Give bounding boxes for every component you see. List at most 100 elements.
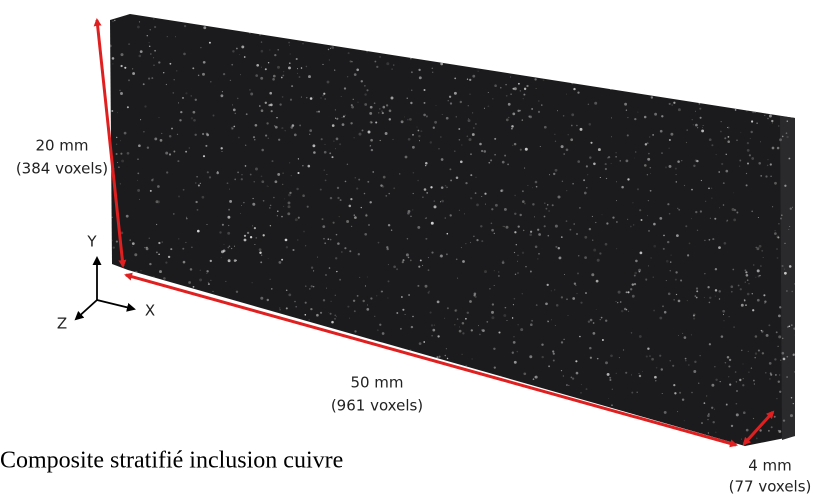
speckle bbox=[480, 382, 482, 384]
speckle bbox=[231, 64, 233, 66]
speckle bbox=[351, 106, 354, 109]
speckle bbox=[777, 346, 778, 347]
speckle bbox=[577, 293, 578, 294]
speckle bbox=[335, 295, 336, 296]
speckle bbox=[219, 322, 221, 324]
speckle bbox=[454, 78, 456, 80]
speckle bbox=[200, 183, 201, 184]
speckle bbox=[133, 412, 134, 413]
speckle bbox=[127, 106, 129, 108]
speckle bbox=[430, 411, 431, 412]
speckle bbox=[547, 320, 549, 322]
speckle bbox=[246, 385, 247, 386]
speckle bbox=[700, 45, 702, 47]
speckle bbox=[362, 129, 364, 131]
speckle bbox=[229, 23, 231, 25]
speckle bbox=[659, 217, 662, 220]
speckle bbox=[459, 210, 460, 211]
speckle bbox=[211, 349, 214, 352]
speckle bbox=[729, 384, 731, 386]
speckle bbox=[134, 295, 136, 297]
speckle bbox=[263, 421, 264, 422]
speckle bbox=[255, 124, 258, 127]
speckle bbox=[344, 247, 346, 249]
speckle bbox=[753, 265, 754, 266]
speckle bbox=[278, 412, 281, 415]
speckle bbox=[182, 413, 184, 415]
speckle bbox=[493, 423, 496, 426]
speckle bbox=[784, 269, 785, 270]
speckle bbox=[663, 248, 665, 250]
speckle bbox=[746, 184, 748, 186]
speckle bbox=[151, 419, 154, 422]
speckle bbox=[441, 186, 444, 189]
speckle bbox=[529, 42, 530, 43]
speckle bbox=[402, 309, 404, 311]
speckle bbox=[701, 422, 703, 424]
speckle bbox=[227, 353, 229, 355]
speckle bbox=[627, 72, 628, 73]
speckle bbox=[191, 247, 193, 249]
speckle bbox=[462, 354, 463, 355]
speckle bbox=[289, 62, 291, 64]
speckle bbox=[513, 304, 514, 305]
speckle bbox=[207, 224, 208, 225]
speckle bbox=[491, 311, 494, 314]
speckle bbox=[693, 124, 694, 125]
speckle bbox=[260, 297, 263, 300]
speckle bbox=[367, 276, 368, 277]
length-size: 50 mm bbox=[350, 374, 403, 392]
speckle bbox=[485, 382, 487, 384]
speckle bbox=[217, 306, 220, 309]
speckle bbox=[781, 352, 784, 355]
speckle bbox=[662, 78, 663, 79]
speckle bbox=[723, 79, 725, 81]
speckle bbox=[447, 358, 448, 359]
speckle bbox=[172, 327, 175, 330]
speckle bbox=[529, 355, 532, 358]
speckle bbox=[506, 95, 508, 97]
speckle bbox=[163, 277, 166, 280]
speckle bbox=[533, 378, 535, 380]
speckle bbox=[668, 24, 671, 27]
speckle bbox=[709, 297, 711, 299]
speckle bbox=[626, 291, 628, 293]
speckle bbox=[493, 348, 495, 350]
speckle bbox=[723, 95, 724, 96]
speckle bbox=[559, 46, 562, 49]
speckle bbox=[696, 287, 698, 289]
speckle bbox=[544, 202, 546, 204]
speckle bbox=[503, 260, 504, 261]
speckle bbox=[774, 230, 775, 231]
speckle bbox=[233, 109, 236, 112]
speckle bbox=[689, 47, 690, 48]
speckle bbox=[383, 432, 385, 434]
speckle bbox=[445, 217, 447, 219]
speckle bbox=[756, 122, 757, 123]
speckle bbox=[238, 137, 240, 139]
speckle bbox=[111, 296, 112, 297]
speckle bbox=[206, 270, 208, 272]
speckle bbox=[668, 293, 671, 296]
speckle bbox=[732, 208, 735, 211]
speckle bbox=[687, 300, 688, 301]
speckle bbox=[577, 160, 580, 163]
speckle bbox=[290, 21, 291, 22]
speckle bbox=[524, 415, 526, 417]
speckle bbox=[397, 50, 400, 53]
speckle bbox=[186, 218, 188, 220]
speckle bbox=[241, 370, 242, 371]
speckle bbox=[245, 145, 246, 146]
speckle bbox=[315, 373, 317, 375]
speckle bbox=[311, 348, 313, 350]
speckle bbox=[439, 356, 441, 358]
speckle bbox=[682, 447, 685, 450]
speckle bbox=[514, 231, 516, 233]
speckle bbox=[729, 316, 730, 317]
speckle bbox=[692, 62, 695, 65]
speckle bbox=[507, 320, 508, 321]
speckle bbox=[381, 17, 382, 18]
speckle bbox=[277, 49, 279, 51]
speckle bbox=[557, 110, 558, 111]
speckle bbox=[475, 123, 477, 125]
